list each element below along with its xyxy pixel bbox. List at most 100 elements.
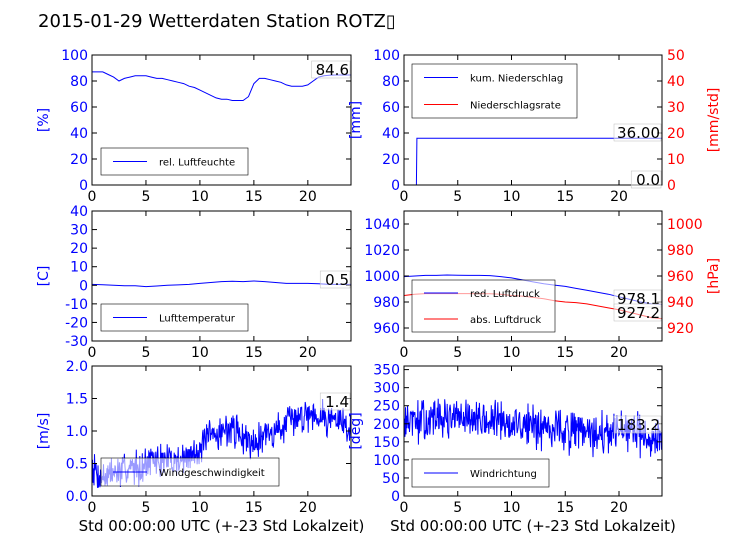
plot-frame bbox=[91, 54, 352, 186]
y2-tick-label: 30 bbox=[667, 100, 685, 116]
y-tick-label: 0 bbox=[79, 178, 88, 194]
x-tick-label: 0 bbox=[88, 500, 97, 516]
x-tick-label: 20 bbox=[610, 500, 628, 516]
figure-title: 2015-01-29 Wetterdaten Station ROTZ▯ bbox=[38, 11, 396, 32]
y2-tick-label: 960 bbox=[667, 269, 694, 285]
x-tick-label: 0 bbox=[88, 345, 97, 361]
current-value-box bbox=[630, 170, 662, 189]
y2-tick-label: 920 bbox=[667, 321, 694, 337]
legend-box bbox=[411, 279, 556, 333]
x-axis-label: Std 00:00:00 UTC (+-23 Std Lokalzeit) bbox=[79, 517, 365, 535]
x-tick-label: 10 bbox=[503, 189, 521, 205]
y-tick-label: 1.0 bbox=[66, 424, 88, 440]
y-axis-label: [m/s] bbox=[36, 413, 52, 450]
y-tick-label: 100 bbox=[373, 48, 400, 64]
x-tick-label: 20 bbox=[299, 345, 317, 361]
y-tick-label: 20 bbox=[382, 152, 400, 168]
x-tick-label: 0 bbox=[400, 345, 409, 361]
x-tick-label: 20 bbox=[299, 500, 317, 516]
y-tick-label: 100 bbox=[373, 453, 400, 469]
x-tick-label: 10 bbox=[191, 500, 209, 516]
chart-pressure: 0 5 10 15 20 960 980 1000 1020 1040 920 940 960 980 10… bbox=[364, 210, 722, 361]
y-tick-label: 300 bbox=[373, 381, 400, 397]
x-tick-label: 5 bbox=[453, 345, 462, 361]
x-axis-label: Std 00:00:00 UTC (+-23 Std Lokalzeit) bbox=[390, 517, 676, 535]
y-axis-label: [C] bbox=[36, 266, 52, 287]
plot-frame bbox=[403, 54, 663, 186]
x-tick-label: 5 bbox=[141, 345, 150, 361]
y2-axis-label: [hPa] bbox=[706, 258, 722, 294]
x-tick-label: 0 bbox=[400, 500, 409, 516]
y-tick-label: 10 bbox=[70, 260, 88, 276]
y-tick-label: 20 bbox=[70, 152, 88, 168]
y2-tick-label: 20 bbox=[667, 126, 685, 142]
x-tick-label: 5 bbox=[141, 500, 150, 516]
current-value-label: 0.5 bbox=[325, 271, 349, 289]
current-value-box bbox=[613, 303, 662, 322]
x-tick-label: 10 bbox=[503, 500, 521, 516]
x-tick-label: 20 bbox=[299, 189, 317, 205]
current-value-label: 927.2 bbox=[617, 304, 660, 322]
y-tick-label: 250 bbox=[373, 399, 400, 415]
plot-frame bbox=[403, 365, 663, 497]
y-tick-label: 1040 bbox=[364, 217, 400, 233]
current-value-box bbox=[319, 392, 351, 411]
current-value-label: 183.2 bbox=[617, 416, 660, 434]
x-tick-label: 15 bbox=[245, 345, 263, 361]
x-tick-label: 0 bbox=[88, 189, 97, 205]
x-tick-label: 20 bbox=[610, 345, 628, 361]
y-axis-label: [mm] bbox=[348, 101, 364, 139]
series-line-humidity-0 bbox=[92, 71, 351, 101]
chart-humidity: 0 5 10 15 20 0 20 40 60 80 100 [%] rel. Luftfeuchte 8… bbox=[36, 48, 352, 205]
y-tick-label: 350 bbox=[373, 363, 400, 379]
current-value-box bbox=[319, 270, 351, 289]
y-tick-label: 40 bbox=[70, 126, 88, 142]
y-tick-label: -10 bbox=[65, 297, 88, 313]
x-tick-label: 15 bbox=[556, 189, 574, 205]
y2-tick-label: 10 bbox=[667, 152, 685, 168]
y-tick-label: 0 bbox=[391, 489, 400, 505]
y2-tick-label: 980 bbox=[667, 243, 694, 259]
y-tick-label: 0 bbox=[79, 278, 88, 294]
legend-label: Niederschlagsrate bbox=[470, 101, 561, 112]
y-tick-label: 980 bbox=[373, 295, 400, 311]
y2-tick-label: 40 bbox=[667, 74, 685, 90]
y-tick-label: 2.0 bbox=[66, 359, 88, 375]
x-tick-label: 10 bbox=[191, 189, 209, 205]
y-tick-label: 20 bbox=[70, 241, 88, 257]
x-tick-label: 5 bbox=[453, 500, 462, 516]
x-tick-label: 10 bbox=[503, 345, 521, 361]
y-tick-label: 80 bbox=[382, 74, 400, 90]
y-tick-label: 960 bbox=[373, 321, 400, 337]
y-axis-label: [%] bbox=[36, 108, 52, 132]
chart-windspeed: 0 5 10 15 20 0.0 0.5 1.0 1.5 2.0 [m/s] Std 00:00:00… bbox=[36, 359, 364, 535]
y2-tick-label: 50 bbox=[667, 48, 685, 64]
chart-precipitation: 0 5 10 15 20 0 20 40 60 80 100 0 10 20 30 40 50 [mm/std] [… bbox=[348, 48, 722, 205]
y2-tick-label: 940 bbox=[667, 295, 694, 311]
y-tick-label: 60 bbox=[70, 100, 88, 116]
y-tick-label: 0.0 bbox=[66, 489, 88, 505]
y-tick-label: 40 bbox=[70, 204, 88, 220]
current-value-label: 0.0 bbox=[636, 171, 660, 189]
series-line-winddirection-0 bbox=[404, 398, 662, 459]
y-tick-label: 50 bbox=[382, 471, 400, 487]
legend-label: abs. Luftdruck bbox=[470, 315, 541, 326]
y-tick-label: 1020 bbox=[364, 243, 400, 259]
chart-temperature: 0 5 10 15 20 -30 -20 -10 0 10 20 30 40 [C] Lufttempera… bbox=[36, 204, 352, 361]
x-tick-label: 5 bbox=[141, 189, 150, 205]
y-tick-label: -30 bbox=[65, 334, 88, 350]
x-tick-label: 15 bbox=[556, 500, 574, 516]
legend-label: red. Luftdruck bbox=[470, 289, 540, 300]
y-tick-label: 40 bbox=[382, 126, 400, 142]
y-tick-label: 1000 bbox=[364, 269, 400, 285]
y-tick-label: 80 bbox=[70, 74, 88, 90]
current-value-box bbox=[311, 60, 351, 79]
x-tick-label: 5 bbox=[453, 189, 462, 205]
y2-tick-label: 1000 bbox=[667, 217, 703, 233]
legend-label: kum. Niederschlag bbox=[470, 74, 563, 85]
y-tick-label: 30 bbox=[70, 223, 88, 239]
y2-tick-label: 0 bbox=[667, 178, 676, 194]
y-tick-label: 0 bbox=[391, 178, 400, 194]
